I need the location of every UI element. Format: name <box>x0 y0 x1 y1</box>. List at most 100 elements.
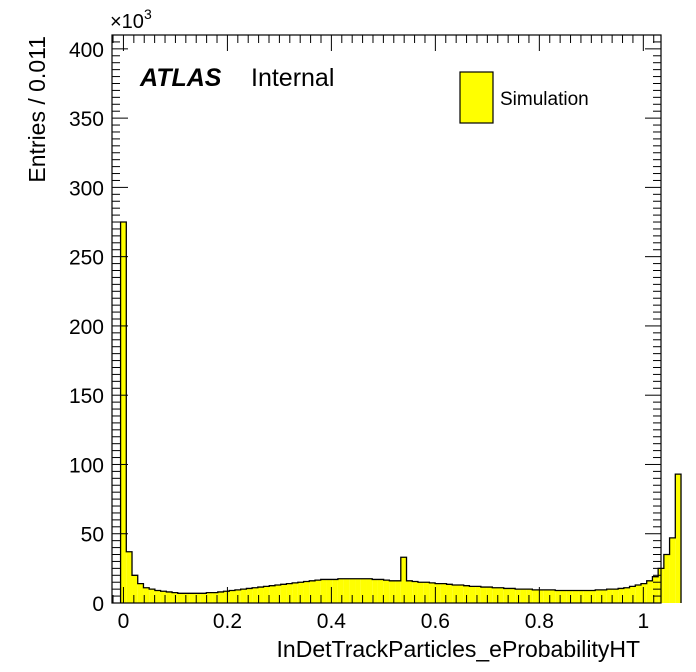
histogram-bar <box>589 590 596 603</box>
histogram-bar <box>263 586 270 603</box>
histogram-bar <box>446 584 453 603</box>
histogram-bar <box>389 580 396 603</box>
histogram-bar <box>212 592 218 603</box>
histogram-bar <box>132 575 138 603</box>
histogram-bar <box>538 589 544 603</box>
histogram-bar <box>640 583 647 603</box>
histogram-bar <box>309 580 316 603</box>
legend-swatch-simulation <box>459 71 494 124</box>
histogram-bar <box>372 579 378 603</box>
histogram-bar <box>572 590 579 603</box>
histogram-bar <box>646 580 653 603</box>
histogram-bar <box>315 580 321 603</box>
histogram-bar <box>217 591 224 603</box>
y-axis-multiplier-exponent: 3 <box>144 6 152 22</box>
histogram-bar <box>355 578 361 603</box>
histogram-bar <box>286 583 293 603</box>
histogram-bar <box>498 587 504 603</box>
histogram-bar <box>332 579 338 603</box>
histogram-bar <box>200 593 207 603</box>
histogram-bar <box>183 593 190 603</box>
histogram-bar <box>566 590 573 603</box>
y-axis-multiplier: ×103 <box>110 6 152 33</box>
histogram-bar <box>606 589 613 603</box>
histogram-bar <box>206 592 213 603</box>
y-tick-label: 400 <box>69 39 104 62</box>
histogram-bar <box>320 579 327 603</box>
histogram-bar <box>177 593 184 603</box>
histogram-bar <box>303 581 310 603</box>
histogram-bar <box>257 587 264 603</box>
histogram-bar <box>509 588 516 603</box>
histogram-bar <box>269 585 275 603</box>
histogram-bar <box>337 578 344 603</box>
histogram-bar <box>160 591 167 603</box>
histogram-outline <box>119 221 682 603</box>
legend-label-simulation: Simulation <box>500 89 589 110</box>
histogram-bar <box>280 584 287 603</box>
histogram-bar <box>292 582 298 603</box>
histogram-bar <box>532 589 539 603</box>
atlas-label: ATLAS <box>139 64 222 92</box>
histogram-bar <box>154 590 161 603</box>
y-tick-label: 0 <box>92 593 104 616</box>
histogram-bar <box>663 554 670 603</box>
y-tick-label: 150 <box>69 385 104 408</box>
histogram-bar <box>194 593 201 603</box>
histogram-bar <box>612 589 619 603</box>
histogram-bar <box>149 589 155 603</box>
histogram-bar <box>457 584 464 603</box>
histogram-bar <box>297 582 304 603</box>
histogram-bar <box>600 589 607 603</box>
histogram-bar <box>452 584 458 603</box>
x-tick-label: 0.2 <box>213 610 242 633</box>
histogram-bar <box>503 588 510 603</box>
histogram-bar <box>469 586 476 603</box>
histogram-bar <box>406 580 413 603</box>
histogram-bar <box>240 589 247 603</box>
histogram-bar <box>475 586 481 603</box>
x-tick-label: 0.8 <box>525 610 554 633</box>
histogram-bar <box>526 589 533 603</box>
histogram-bar <box>675 474 682 603</box>
histogram-bar <box>440 583 447 603</box>
histogram-bar <box>223 591 230 603</box>
histogram-bar <box>618 588 624 603</box>
plot-frame <box>111 34 662 604</box>
histogram-bar <box>246 588 253 603</box>
y-tick-label: 350 <box>69 108 104 131</box>
histogram-bar <box>669 537 676 603</box>
x-tick-label: 0 <box>118 610 130 633</box>
y-tick-labels: 0 50 100 150 200 250 300 350 400 <box>69 39 104 616</box>
histogram-bar <box>412 581 418 603</box>
histogram-bar <box>549 589 556 603</box>
histogram-bar <box>172 592 178 603</box>
y-tick-label: 100 <box>69 454 104 477</box>
histogram-bar <box>423 582 430 603</box>
histogram-bar <box>326 579 333 603</box>
histogram-bar <box>252 587 258 603</box>
histogram-bar <box>543 589 550 603</box>
histogram-bar <box>492 587 499 603</box>
x-tick-label: 0.6 <box>421 610 450 633</box>
histogram-bar <box>652 576 659 603</box>
histogram-bar <box>417 582 424 603</box>
histogram-bar <box>635 584 641 603</box>
histogram-bar <box>274 584 281 603</box>
atlas-status-label: Internal <box>251 64 334 92</box>
histogram-bar <box>349 578 356 603</box>
histogram-bar <box>623 587 630 603</box>
histogram-bar <box>143 587 150 603</box>
histogram-bar <box>629 586 636 603</box>
histogram-bar <box>343 578 350 603</box>
histogram-bar <box>560 590 567 603</box>
histogram-bar <box>520 589 527 603</box>
y-axis-label: Entries / 0.011 <box>24 36 50 183</box>
histogram-bar <box>360 578 367 603</box>
histogram-bar <box>583 590 590 603</box>
histogram-bar <box>120 222 127 603</box>
histogram-bar <box>400 557 407 603</box>
histogram-bar <box>377 579 384 603</box>
histogram-bars <box>119 221 682 603</box>
